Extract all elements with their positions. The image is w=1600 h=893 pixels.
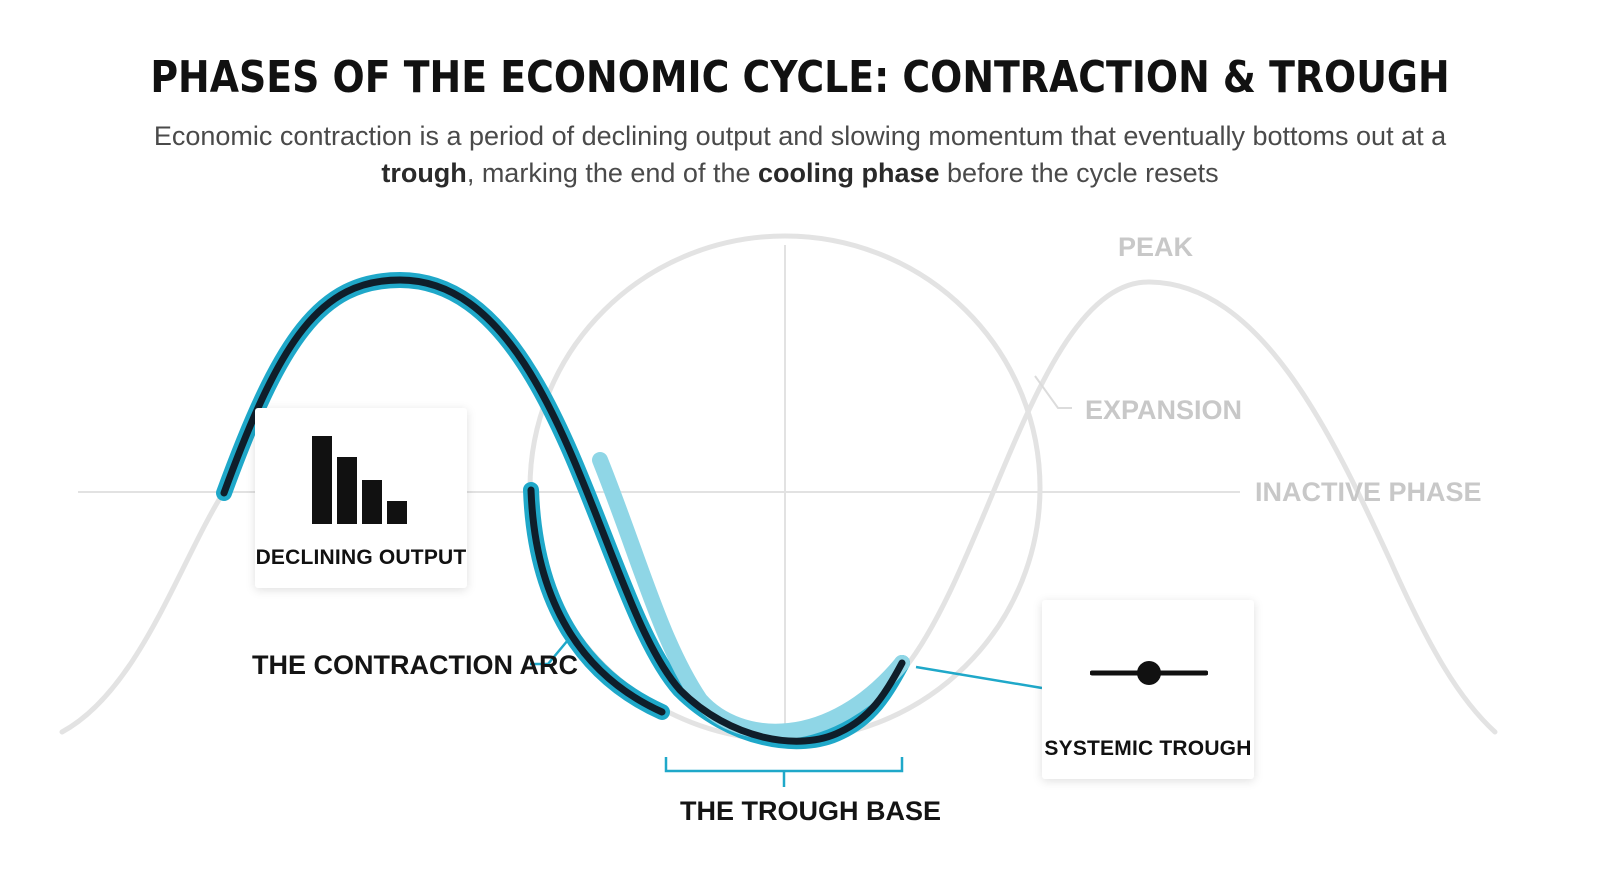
- declining-output-label: DECLINING OUTPUT: [255, 546, 467, 569]
- contraction-arc-label: THE CONTRACTION ARC: [252, 650, 578, 680]
- slider-knob-icon: [1090, 661, 1208, 685]
- bar-chart-declining-icon: [312, 436, 407, 524]
- contraction-arc-leader-line: [530, 639, 569, 666]
- trough-base-bracket: [664, 757, 904, 773]
- expansion-leader-line: [1034, 375, 1072, 409]
- page-subtitle: Economic contraction is a period of decl…: [153, 121, 1447, 188]
- trough-base-label: THE TROUGH BASE: [680, 796, 942, 826]
- systemic-trough-label: SYSTEMIC TROUGH: [1044, 737, 1252, 760]
- inactive-phase-label: INACTIVE PHASE: [1255, 477, 1482, 507]
- contraction-arc-line: [527, 486, 666, 716]
- peak-label: PEAK: [1118, 232, 1194, 262]
- page-title: PHASES OF THE ECONOMIC CYCLE: CONTRACTIO…: [150, 52, 1450, 103]
- contraction-wave-line: [220, 276, 906, 745]
- trough-wave-glow: [592, 452, 910, 740]
- expansion-label: EXPANSION: [1085, 395, 1243, 425]
- systemic-trough-leader-line: [915, 665, 1043, 690]
- systemic-trough-card: SYSTEMIC TROUGH: [1042, 600, 1254, 779]
- inactive-curve-left: [59, 487, 228, 735]
- declining-output-card: DECLINING OUTPUT: [255, 408, 467, 588]
- inactive-curve-right: [902, 279, 1498, 735]
